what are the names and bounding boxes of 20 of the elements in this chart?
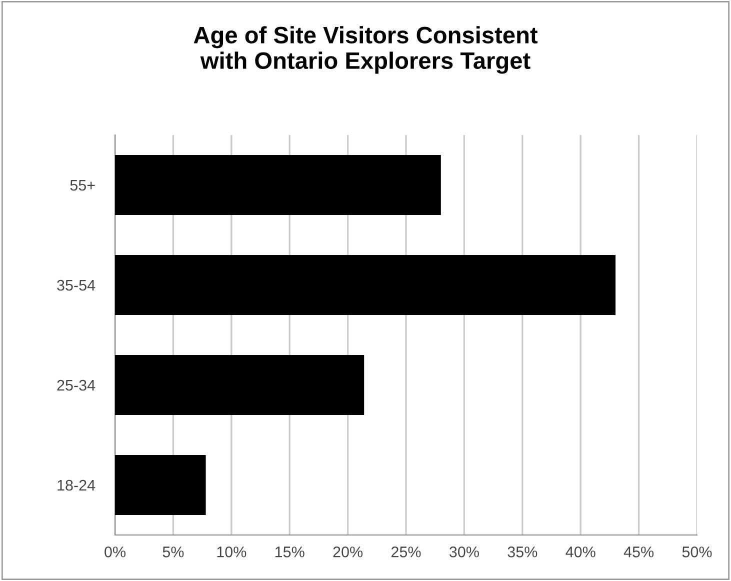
x-tick-label: 15% <box>275 546 304 558</box>
x-tick-label: 50% <box>682 546 712 558</box>
bar <box>115 155 441 215</box>
x-tick-label: 20% <box>333 546 363 558</box>
y-tick-label: 18-24 <box>58 480 96 491</box>
x-tick-label: 45% <box>624 546 654 558</box>
y-tick-label: 25-34 <box>57 380 96 391</box>
x-tick-label: 35% <box>508 546 538 558</box>
x-tick-label: 25% <box>391 546 421 558</box>
x-tick-label: 40% <box>566 546 596 558</box>
x-tick-label: 5% <box>162 546 184 558</box>
bar <box>115 355 364 415</box>
bar <box>115 455 206 515</box>
x-tick-label: 10% <box>217 546 246 558</box>
y-tick-label: 55+ <box>70 180 95 191</box>
bar <box>115 255 616 315</box>
x-tick-label: 0% <box>104 546 126 558</box>
y-tick-label: 35-54 <box>57 280 96 291</box>
x-tick-label: 30% <box>449 546 479 558</box>
chart-title: Age of Site Visitors Consistent with Ontario Explorers Target <box>194 26 538 74</box>
